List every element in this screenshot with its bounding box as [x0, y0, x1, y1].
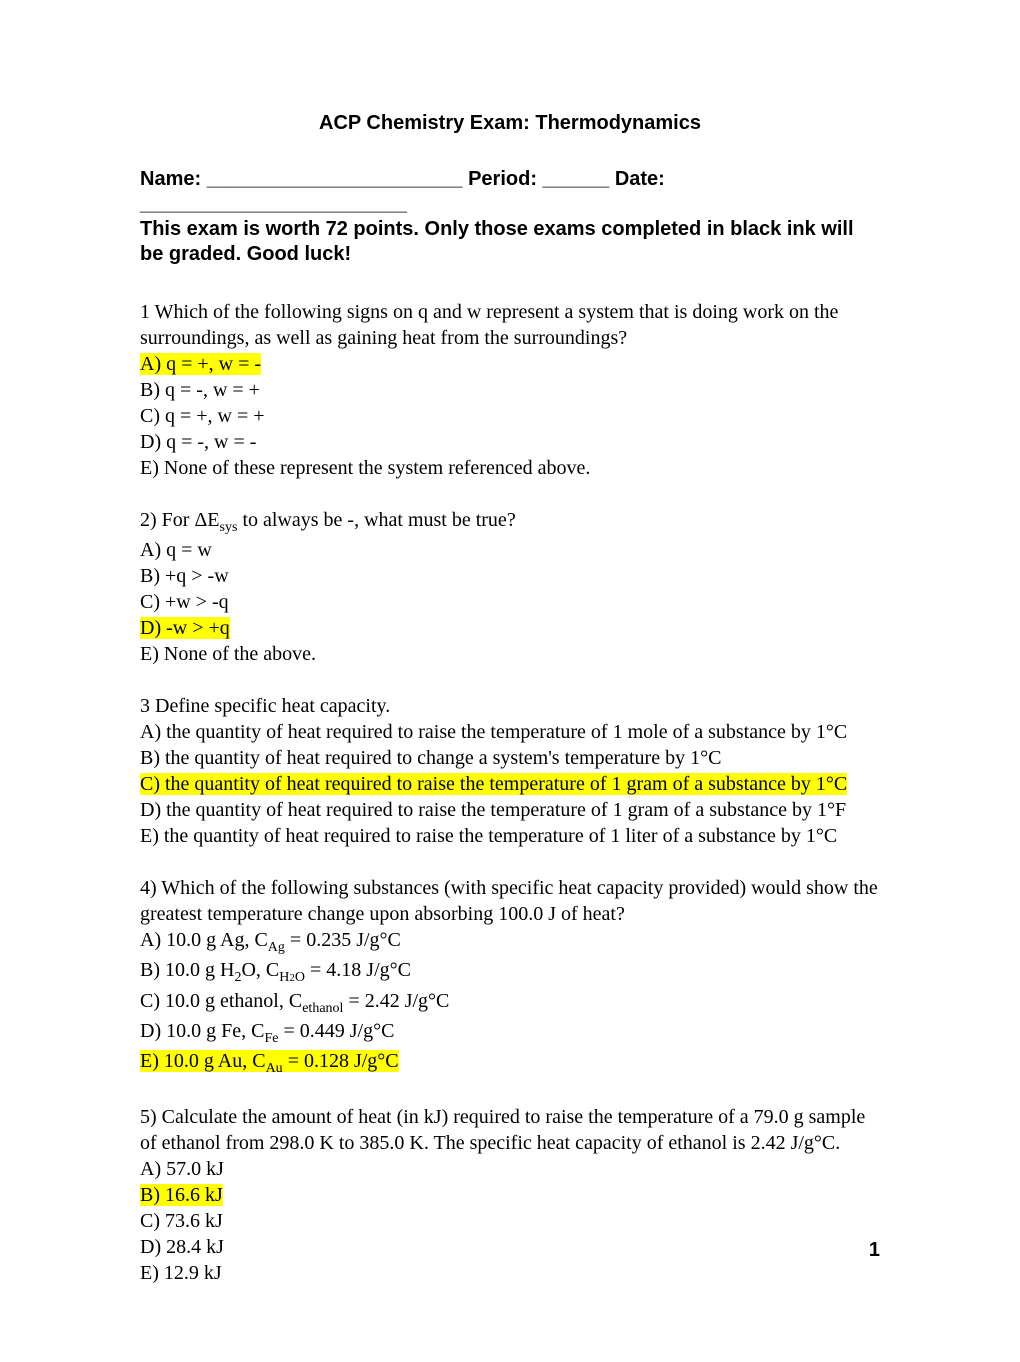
q2-text: 2) For ΔEsys to always be -, what must b…	[140, 507, 880, 537]
q4-option-e: E) 10.0 g Au, CAu = 0.128 J/g°C	[140, 1048, 880, 1078]
question-1: 1 Which of the following signs on q and …	[140, 299, 880, 481]
q2-option-d: D) -w > +q	[140, 615, 880, 641]
q2-option-e: E) None of the above.	[140, 641, 880, 667]
question-2: 2) For ΔEsys to always be -, what must b…	[140, 507, 880, 667]
question-3: 3 Define specific heat capacity. A) the …	[140, 693, 880, 849]
q5-option-a: A) 57.0 kJ	[140, 1156, 880, 1182]
q4-text: 4) Which of the following substances (wi…	[140, 875, 880, 927]
q5-option-e: E) 12.9 kJ	[140, 1260, 880, 1286]
q2-option-c: C) +w > -q	[140, 589, 880, 615]
q4-option-b: B) 10.0 g H2O, CH2O = 4.18 J/g°C	[140, 957, 880, 987]
page-number: 1	[869, 1239, 880, 1262]
q2-option-a: A) q = w	[140, 537, 880, 563]
name-period-date-line: Name: _______________________ Period: __…	[140, 168, 665, 215]
exam-title: ACP Chemistry Exam: Thermodynamics	[140, 112, 880, 135]
q1-option-d: D) q = -, w = -	[140, 429, 880, 455]
question-5: 5) Calculate the amount of heat (in kJ) …	[140, 1104, 880, 1286]
q5-option-b: B) 16.6 kJ	[140, 1182, 880, 1208]
q3-option-b: B) the quantity of heat required to chan…	[140, 745, 880, 771]
q1-option-c: C) q = +, w = +	[140, 403, 880, 429]
q1-option-b: B) q = -, w = +	[140, 377, 880, 403]
q1-option-a: A) q = +, w = -	[140, 351, 880, 377]
q4-option-c: C) 10.0 g ethanol, Cethanol = 2.42 J/g°C	[140, 988, 880, 1018]
exam-page: ACP Chemistry Exam: Thermodynamics Name:…	[0, 0, 1020, 1362]
q3-option-c: C) the quantity of heat required to rais…	[140, 771, 880, 797]
q3-option-e: E) the quantity of heat required to rais…	[140, 823, 880, 849]
q5-option-d: D) 28.4 kJ	[140, 1234, 880, 1260]
question-4: 4) Which of the following substances (wi…	[140, 875, 880, 1078]
q3-option-d: D) the quantity of heat required to rais…	[140, 797, 880, 823]
exam-header: Name: _______________________ Period: __…	[140, 167, 880, 267]
q3-text: 3 Define specific heat capacity.	[140, 693, 880, 719]
q5-text: 5) Calculate the amount of heat (in kJ) …	[140, 1104, 880, 1156]
q2-option-b: B) +q > -w	[140, 563, 880, 589]
q4-option-a: A) 10.0 g Ag, CAg = 0.235 J/g°C	[140, 927, 880, 957]
q1-option-e: E) None of these represent the system re…	[140, 455, 880, 481]
q5-option-c: C) 73.6 kJ	[140, 1208, 880, 1234]
q4-option-d: D) 10.0 g Fe, CFe = 0.449 J/g°C	[140, 1018, 880, 1048]
instructions-line: This exam is worth 72 points. Only those…	[140, 218, 854, 265]
q1-text: 1 Which of the following signs on q and …	[140, 299, 880, 351]
q3-option-a: A) the quantity of heat required to rais…	[140, 719, 880, 745]
